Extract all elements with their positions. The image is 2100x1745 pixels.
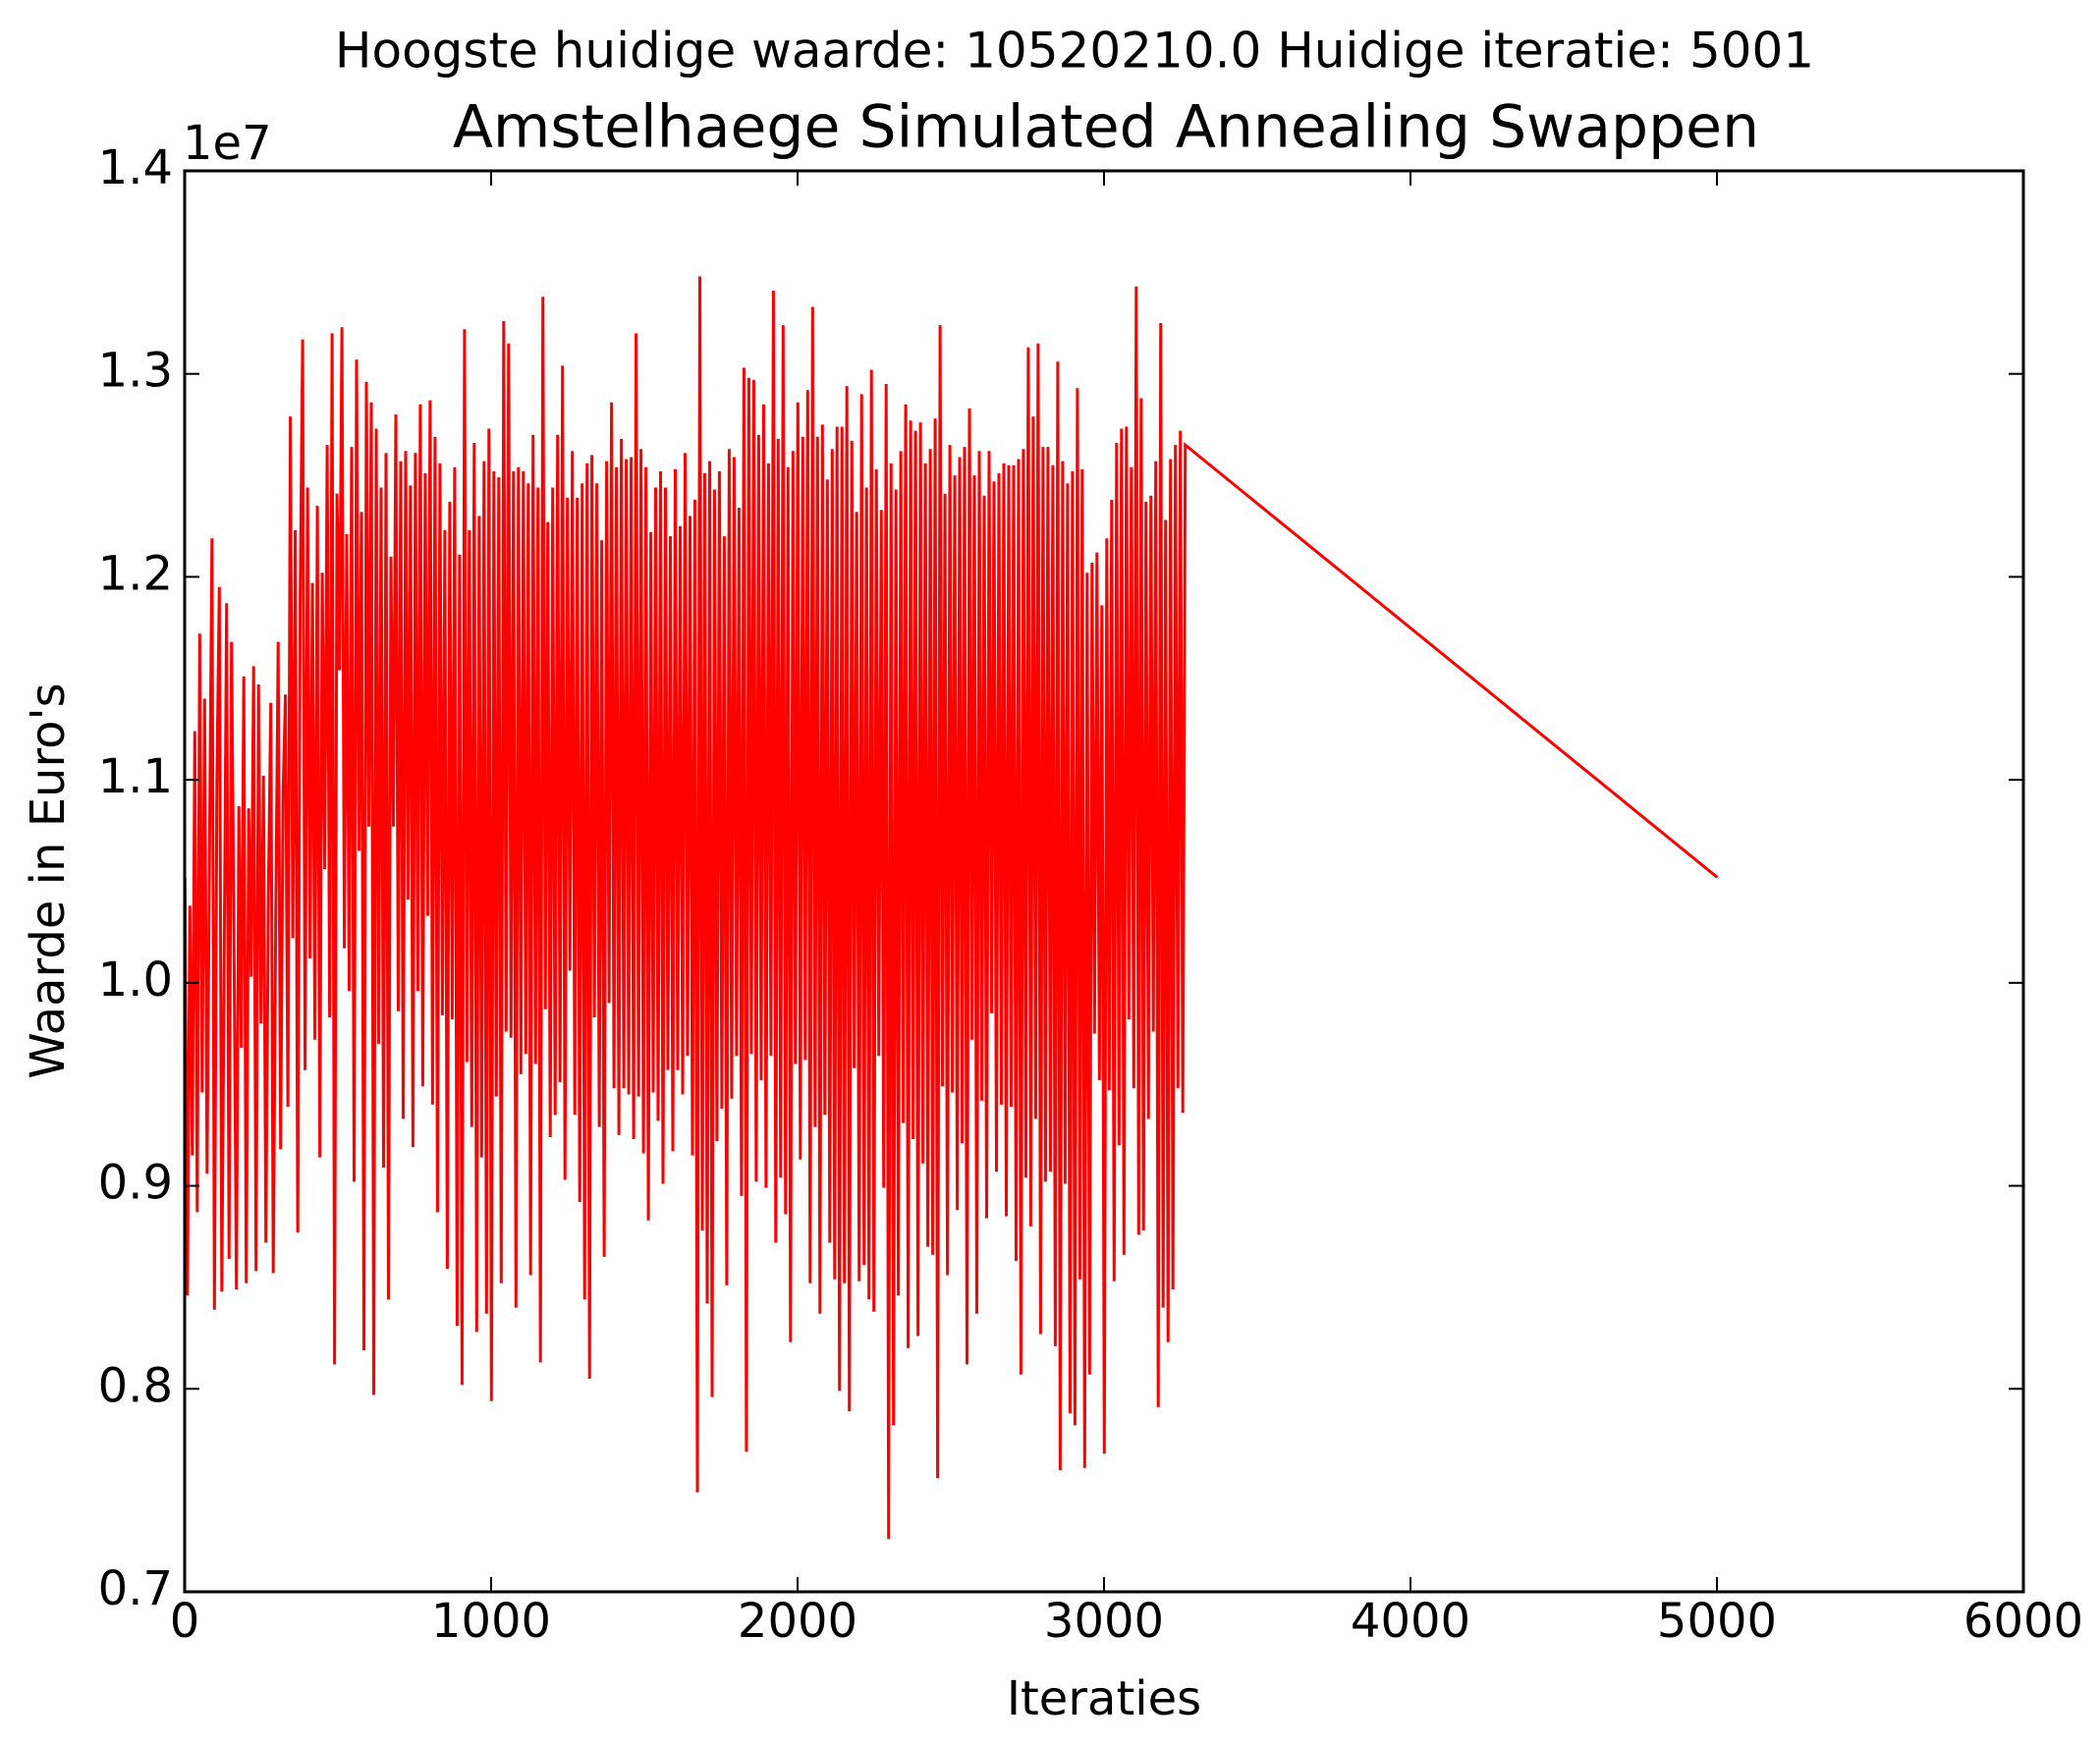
y-tick-label: 1.1 bbox=[98, 749, 173, 804]
y-tick-label: 1.0 bbox=[98, 953, 173, 1008]
y-tick-label: 0.9 bbox=[98, 1156, 173, 1211]
y-tick-label: 1.2 bbox=[98, 546, 173, 601]
y-tick-label: 0.7 bbox=[98, 1561, 173, 1616]
y-axis-label: Waarde in Euro's bbox=[21, 682, 76, 1078]
x-tick-label: 3000 bbox=[1044, 1594, 1164, 1649]
x-axis-label: Iteraties bbox=[1007, 1671, 1201, 1726]
series-line-0 bbox=[183, 276, 1719, 1540]
x-tick-label: 1000 bbox=[431, 1594, 551, 1649]
x-tick-label: 6000 bbox=[1963, 1594, 2083, 1649]
x-tick-label: 4000 bbox=[1351, 1594, 1470, 1649]
y-tick-label: 0.8 bbox=[98, 1358, 173, 1413]
y-tick-label: 1.4 bbox=[98, 140, 173, 195]
x-tick-label: 2000 bbox=[738, 1594, 857, 1649]
chart-title: Amstelhaege Simulated Annealing Swappen bbox=[453, 93, 1759, 162]
series-layer bbox=[183, 276, 1719, 1540]
y-offset-label: 1e7 bbox=[183, 116, 272, 171]
x-tick-label: 0 bbox=[170, 1594, 200, 1649]
y-tick-label: 1.3 bbox=[98, 344, 173, 399]
x-tick-label: 5000 bbox=[1657, 1594, 1777, 1649]
ticks-layer: 0 1000 2000 3000 4000 5000 6000 0.7 0.8 0.9 1.0 1.1… bbox=[98, 140, 2083, 1649]
plot-area: 0 1000 2000 3000 4000 5000 6000 0.7 0.8 0.9 1.0 1.1… bbox=[98, 116, 2083, 1649]
figure-suptitle: Hoogste huidige waarde: 10520210.0 Huidi… bbox=[335, 23, 1814, 80]
